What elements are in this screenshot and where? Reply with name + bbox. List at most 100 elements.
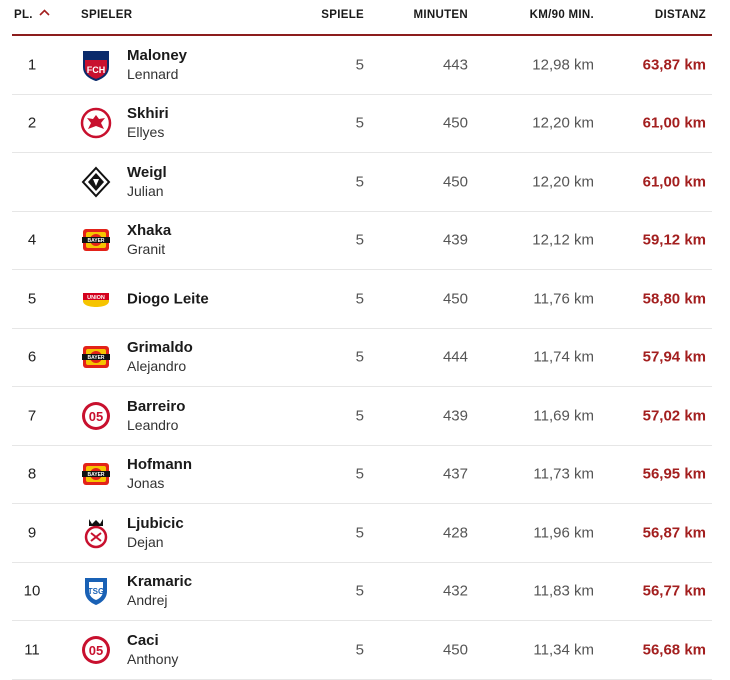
rank-cell: 7 bbox=[27, 407, 37, 425]
km-per-90-cell: 11,74 km bbox=[533, 348, 594, 366]
rank-cell: 10 bbox=[23, 582, 41, 600]
table-row[interactable]: 8 BAYER Hofmann Jonas 5 437 11,73 km 56,95 km bbox=[12, 446, 712, 504]
table-row[interactable]: 10 TSG Kramaric Andrej 5 432 11,83 km 56,77 k… bbox=[12, 563, 712, 621]
player-last-name[interactable]: Grimaldo bbox=[127, 339, 193, 357]
column-header-distance[interactable]: DISTANZ bbox=[654, 9, 706, 21]
player-last-name[interactable]: Xhaka bbox=[127, 222, 172, 240]
distance-cell: 61,00 km bbox=[642, 114, 706, 132]
km-per-90-cell: 12,20 km bbox=[532, 114, 594, 132]
table-row[interactable]: 11 05 Caci Anthony 5 450 11,34 km 56,68 km bbox=[12, 621, 712, 680]
player-last-name[interactable]: Barreiro bbox=[127, 397, 186, 415]
games-cell: 5 bbox=[355, 582, 364, 600]
games-cell: 5 bbox=[355, 173, 364, 191]
gladbach-crest-icon[interactable] bbox=[80, 166, 112, 198]
minutes-cell: 450 bbox=[442, 173, 468, 191]
heidenheim-crest-icon[interactable]: FCH bbox=[80, 49, 112, 81]
leverkusen-crest-icon[interactable]: BAYER bbox=[80, 224, 112, 256]
player-last-name[interactable]: Diogo Leite bbox=[127, 290, 209, 308]
player-last-name[interactable]: Hofmann bbox=[127, 456, 192, 474]
minutes-cell: 443 bbox=[442, 56, 468, 74]
rank-cell: 4 bbox=[27, 231, 37, 249]
player-name[interactable]: Grimaldo Alejandro bbox=[127, 338, 193, 376]
player-first-name: Andrej bbox=[127, 592, 168, 609]
player-first-name: Dejan bbox=[127, 533, 164, 550]
games-cell: 5 bbox=[355, 407, 364, 425]
table-body: 1 FCH Maloney Lennard 5 443 12,98 km 63,87 km… bbox=[12, 36, 712, 680]
rank-cell: 6 bbox=[27, 348, 37, 366]
player-name[interactable]: Caci Anthony bbox=[127, 631, 178, 669]
rank-cell: 11 bbox=[24, 641, 40, 659]
player-first-name: Leandro bbox=[127, 416, 179, 433]
minutes-cell: 432 bbox=[442, 582, 468, 600]
player-name[interactable]: Weigl Julian bbox=[127, 163, 167, 201]
mainz-crest-icon[interactable]: 05 bbox=[80, 400, 112, 432]
player-last-name[interactable]: Skhiri bbox=[127, 105, 169, 123]
games-cell: 5 bbox=[355, 465, 364, 483]
player-first-name: Anthony bbox=[127, 650, 179, 667]
svg-text:TSG: TSG bbox=[88, 587, 104, 596]
km-per-90-cell: 11,34 km bbox=[533, 641, 594, 659]
column-header-km-per-90[interactable]: KM/90 MIN. bbox=[529, 9, 594, 21]
table-header: PL. SPIELER SPIELE MINUTEN KM/90 MIN. DI… bbox=[12, 0, 712, 36]
minutes-cell: 450 bbox=[442, 114, 468, 132]
table-row[interactable]: 1 FCH Maloney Lennard 5 443 12,98 km 63,87 km bbox=[12, 36, 712, 95]
minutes-cell: 439 bbox=[442, 231, 468, 249]
svg-text:05: 05 bbox=[89, 409, 103, 424]
player-name[interactable]: Xhaka Granit bbox=[127, 221, 171, 259]
table-row[interactable]: 4 BAYER Xhaka Granit 5 439 12,12 km 59,12 km bbox=[12, 212, 712, 270]
minutes-cell: 444 bbox=[442, 348, 468, 366]
column-header-rank[interactable]: PL. bbox=[14, 9, 50, 21]
km-per-90-cell: 12,20 km bbox=[532, 173, 594, 191]
koeln-crest-icon[interactable] bbox=[80, 517, 112, 549]
games-cell: 5 bbox=[355, 114, 364, 132]
player-last-name[interactable]: Maloney bbox=[127, 46, 188, 64]
table-row[interactable]: 2 Skhiri Ellyes 5 450 12,20 km 61,00 km bbox=[12, 95, 712, 153]
table-row[interactable]: 6 BAYER Grimaldo Alejandro 5 444 11,74 km 57,… bbox=[12, 329, 712, 387]
km-per-90-cell: 11,96 km bbox=[533, 524, 594, 542]
column-header-rank-label: PL. bbox=[14, 9, 33, 21]
hoffenheim-crest-icon[interactable]: TSG bbox=[80, 575, 112, 607]
km-per-90-cell: 11,73 km bbox=[533, 465, 594, 483]
player-first-name: Jonas bbox=[127, 475, 165, 492]
km-per-90-cell: 11,69 km bbox=[533, 407, 594, 425]
player-name[interactable]: Ljubicic Dejan bbox=[127, 514, 184, 552]
table-row[interactable]: 5 UNION Diogo Leite 5 450 11,76 km 58,80 km bbox=[12, 270, 712, 329]
player-last-name[interactable]: Ljubicic bbox=[127, 514, 184, 532]
player-last-name[interactable]: Caci bbox=[127, 631, 159, 649]
table-row[interactable]: 7 05 Barreiro Leandro 5 439 11,69 km 57,02 km bbox=[12, 387, 712, 446]
svg-text:BAYER: BAYER bbox=[87, 355, 104, 361]
player-first-name: Lennard bbox=[127, 65, 179, 82]
distance-cell: 63,87 km bbox=[642, 56, 706, 74]
games-cell: 5 bbox=[355, 641, 364, 659]
player-name[interactable]: Kramaric Andrej bbox=[127, 572, 192, 610]
player-name[interactable]: Maloney Lennard bbox=[127, 46, 187, 84]
table-row[interactable]: 9 Ljubicic Dejan 5 428 11,96 km 56,87 km bbox=[12, 504, 712, 563]
km-per-90-cell: 12,98 km bbox=[532, 56, 594, 74]
km-per-90-cell: 11,76 km bbox=[533, 290, 594, 308]
column-header-player[interactable]: SPIELER bbox=[81, 9, 133, 21]
column-header-minutes[interactable]: MINUTEN bbox=[413, 9, 468, 21]
distance-cell: 59,12 km bbox=[642, 231, 706, 249]
sort-ascending-icon[interactable] bbox=[39, 7, 50, 19]
player-name[interactable]: Barreiro Leandro bbox=[127, 397, 185, 435]
svg-text:FCH: FCH bbox=[87, 65, 106, 75]
player-name[interactable]: Diogo Leite bbox=[127, 289, 209, 308]
frankfurt-eagle-icon[interactable] bbox=[80, 107, 112, 139]
distance-cell: 58,80 km bbox=[642, 290, 706, 308]
player-first-name: Alejandro bbox=[127, 358, 187, 375]
player-first-name: Granit bbox=[127, 241, 166, 258]
leverkusen-crest-icon[interactable]: BAYER bbox=[80, 458, 112, 490]
union-berlin-crest-icon[interactable]: UNION bbox=[80, 283, 112, 315]
games-cell: 5 bbox=[355, 524, 364, 542]
table-row[interactable]: Weigl Julian 5 450 12,20 km 61,00 km bbox=[12, 153, 712, 212]
distance-cell: 57,94 km bbox=[642, 348, 706, 366]
player-last-name[interactable]: Kramaric bbox=[127, 573, 193, 591]
player-name[interactable]: Hofmann Jonas bbox=[127, 455, 192, 493]
player-last-name[interactable]: Weigl bbox=[127, 163, 167, 181]
mainz-crest-icon[interactable]: 05 bbox=[80, 634, 112, 666]
column-header-games[interactable]: SPIELE bbox=[321, 9, 364, 21]
player-first-name: Ellyes bbox=[127, 124, 165, 141]
leverkusen-crest-icon[interactable]: BAYER bbox=[80, 341, 112, 373]
svg-text:BAYER: BAYER bbox=[87, 238, 104, 244]
player-name[interactable]: Skhiri Ellyes bbox=[127, 104, 169, 142]
